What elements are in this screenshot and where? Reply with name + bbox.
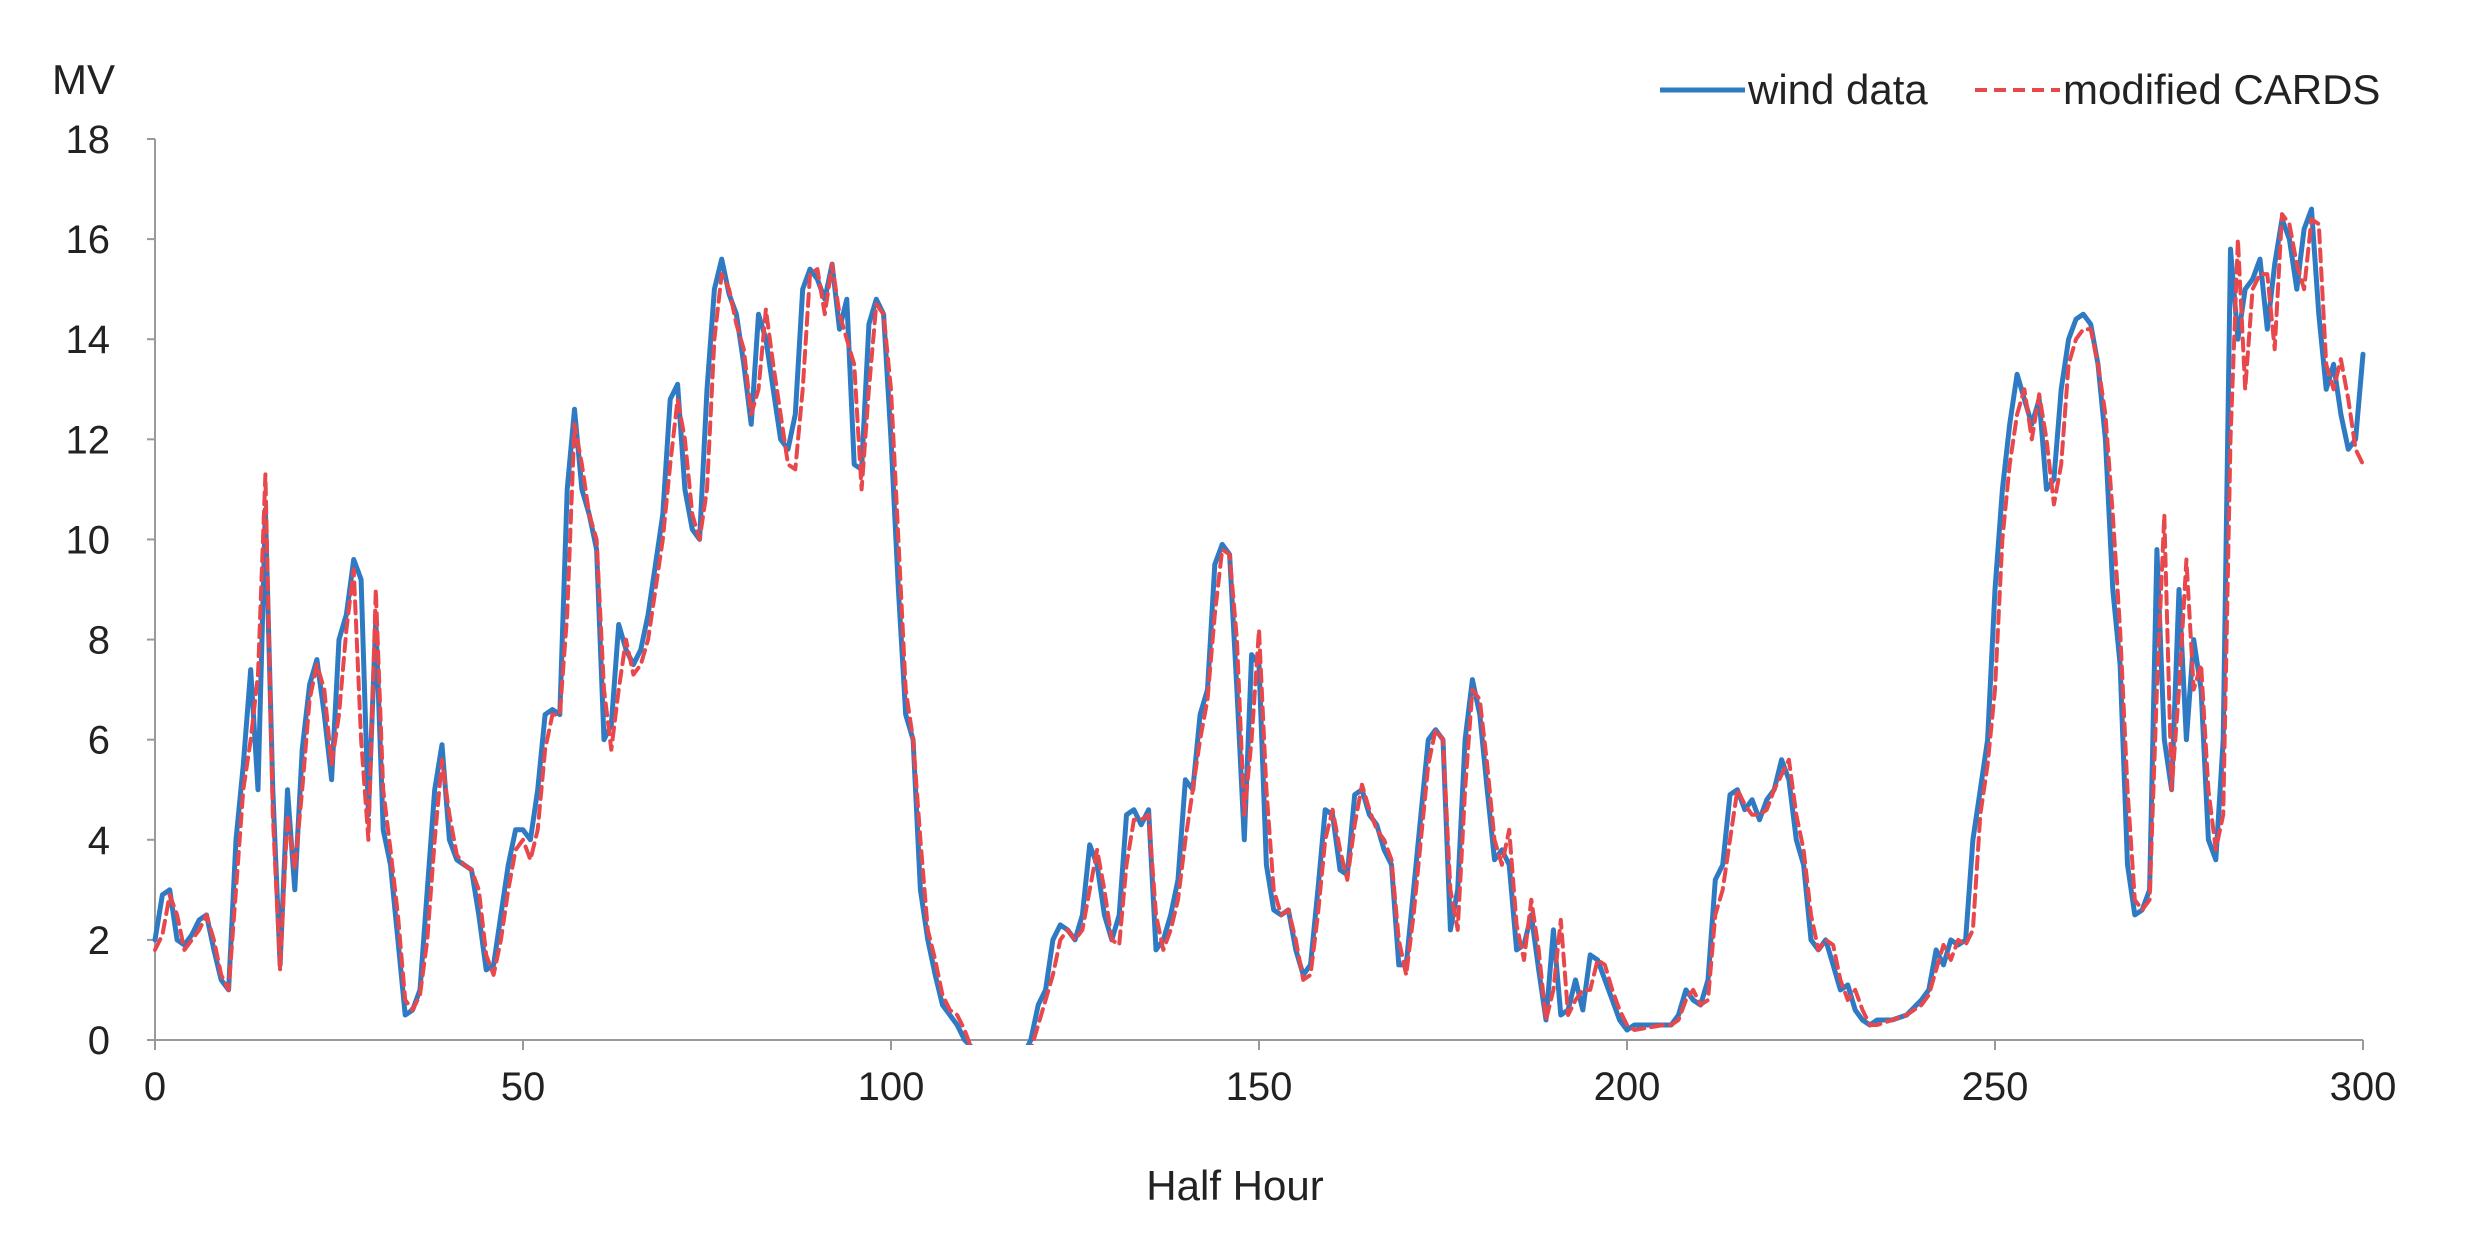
y-tick-label: 10 bbox=[66, 518, 111, 562]
x-tick-label: 150 bbox=[1226, 1065, 1293, 1109]
y-tick-label: 12 bbox=[66, 418, 111, 462]
legend-label-modified-cards: modified CARDS bbox=[2063, 66, 2380, 113]
series-layer bbox=[152, 206, 2366, 1045]
x-tick-label: 300 bbox=[2330, 1065, 2397, 1109]
y-axis-title: MV bbox=[52, 56, 115, 103]
y-tick-label: 18 bbox=[66, 118, 111, 162]
y-tick-label: 6 bbox=[88, 719, 110, 763]
y-axis-ticks: 0 2 4 6 8 10 12 14 16 18 bbox=[66, 118, 155, 1063]
y-tick-label: 4 bbox=[88, 819, 110, 863]
series-line-wind-data bbox=[152, 206, 2366, 1045]
series-line-modified-cards bbox=[153, 212, 2365, 1045]
x-tick-label: 200 bbox=[1594, 1065, 1661, 1109]
x-tick-label: 0 bbox=[144, 1065, 166, 1109]
y-tick-label: 14 bbox=[66, 318, 111, 362]
y-tick-label: 8 bbox=[88, 619, 110, 663]
x-axis-ticks: 0 50 100 150 200 250 300 bbox=[144, 1040, 2397, 1109]
x-tick-label: 50 bbox=[501, 1065, 546, 1109]
y-tick-label: 0 bbox=[88, 1019, 110, 1063]
x-tick-label: 250 bbox=[1962, 1065, 2029, 1109]
y-tick-label: 16 bbox=[66, 218, 111, 262]
y-tick-label: 2 bbox=[88, 919, 110, 963]
legend: wind data modified CARDS bbox=[1660, 66, 2380, 113]
x-axis-title: Half Hour bbox=[1146, 1162, 1323, 1209]
x-tick-label: 100 bbox=[858, 1065, 925, 1109]
legend-label-wind-data: wind data bbox=[1747, 66, 1928, 113]
